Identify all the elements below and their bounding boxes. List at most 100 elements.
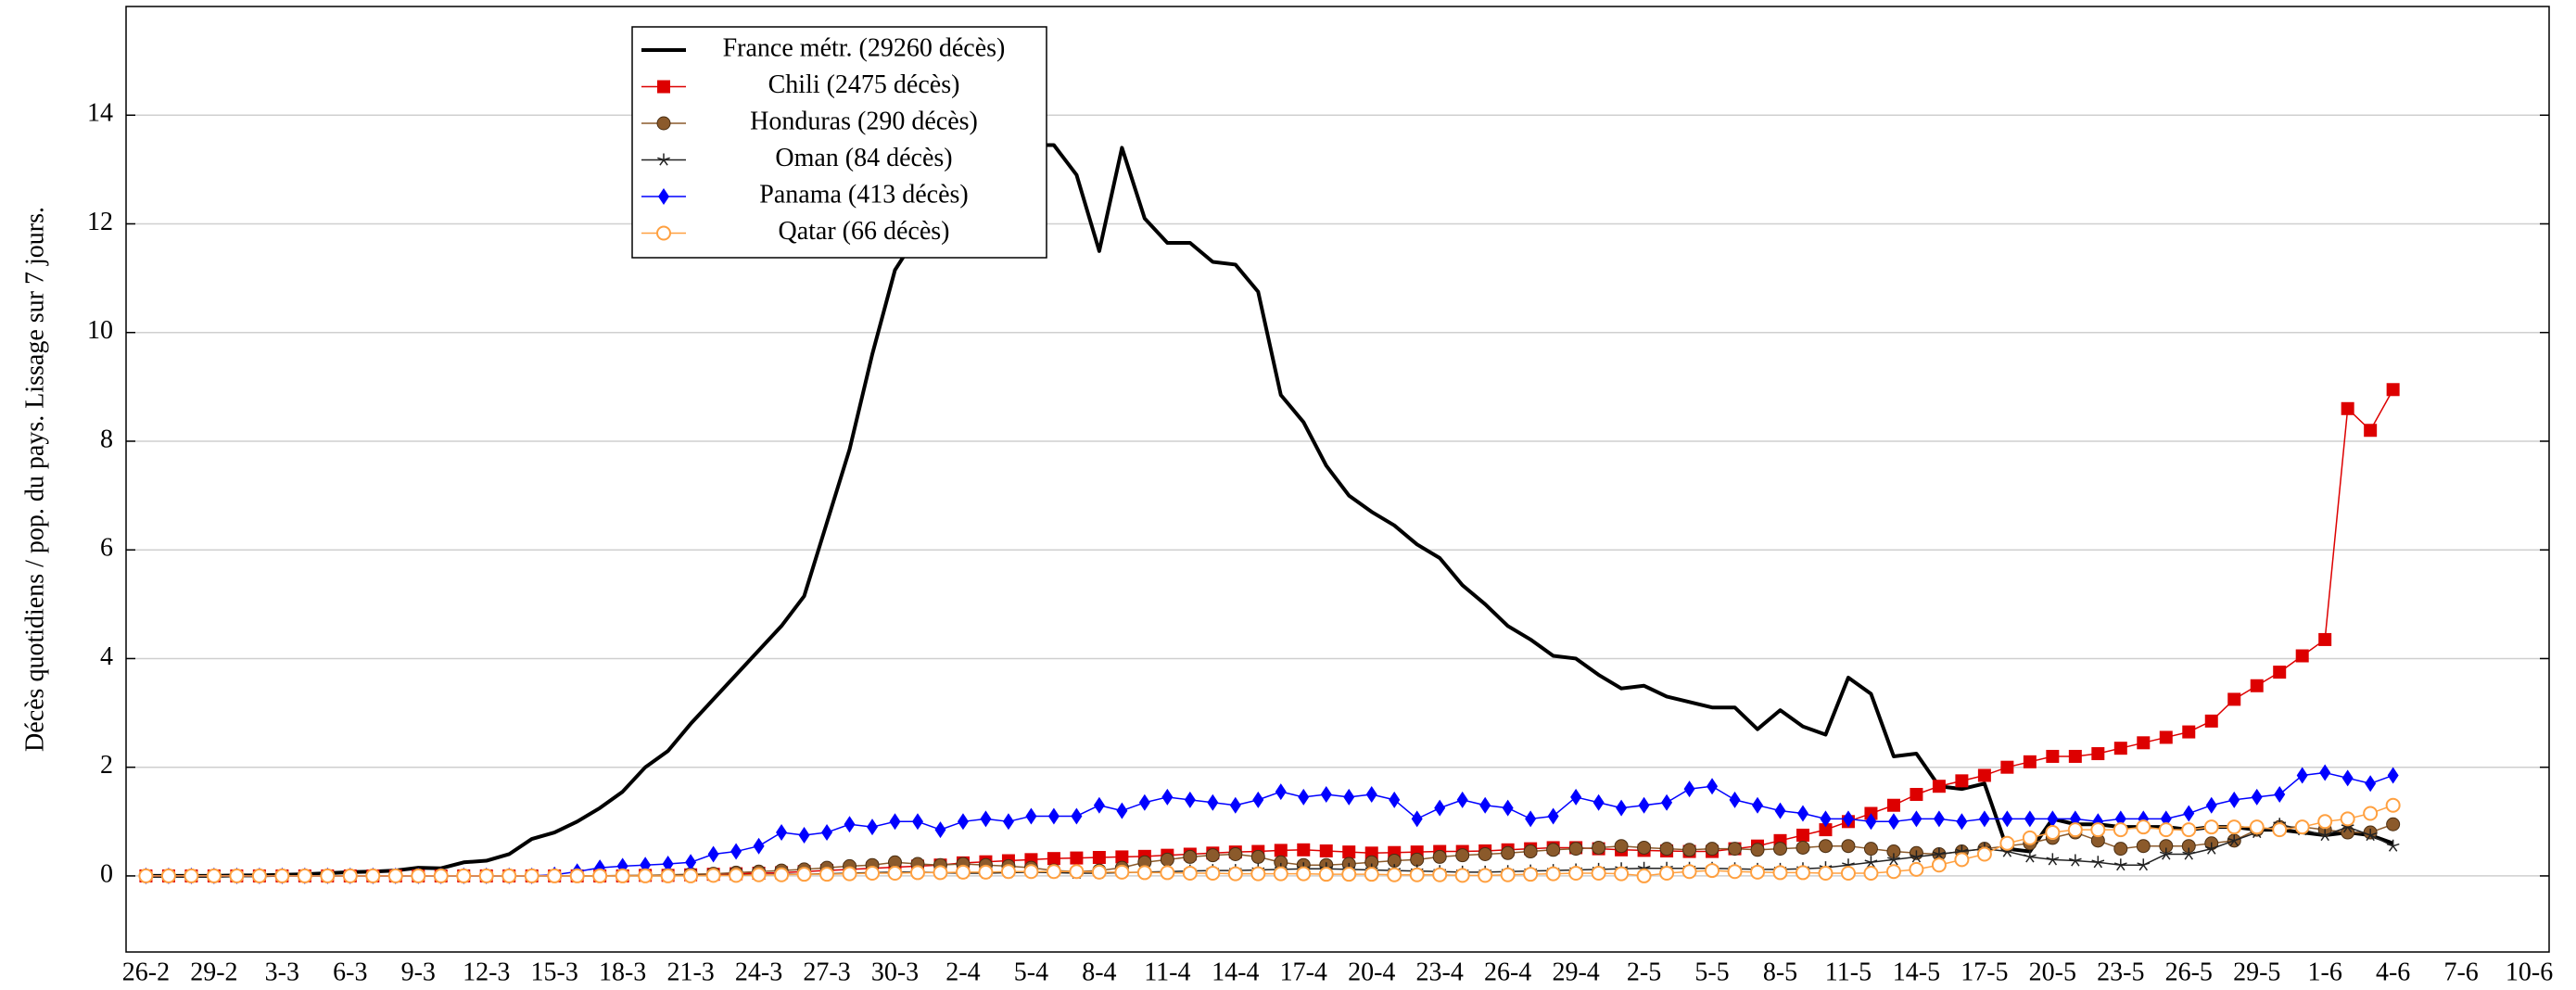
x-tick-label: 7-6 xyxy=(2443,958,2478,986)
marker xyxy=(365,868,381,883)
axes-frame xyxy=(125,6,2550,953)
marker xyxy=(2296,767,2308,784)
marker xyxy=(1729,791,1741,808)
marker xyxy=(1932,780,1946,793)
marker xyxy=(1115,850,1129,864)
marker xyxy=(1525,810,1537,828)
marker xyxy=(1976,846,1992,862)
marker xyxy=(844,816,856,833)
marker xyxy=(1296,866,1312,882)
marker xyxy=(2068,749,2082,763)
marker xyxy=(2023,755,2037,768)
marker xyxy=(1070,851,1084,865)
marker xyxy=(751,867,767,882)
x-tick-label: 2-5 xyxy=(1627,958,1661,986)
x-tick-label: 1-6 xyxy=(2308,958,2342,986)
marker xyxy=(1502,799,1514,817)
marker xyxy=(2385,797,2401,813)
x-tick-label: 29-2 xyxy=(190,958,237,986)
marker xyxy=(2159,847,2173,860)
marker xyxy=(1116,802,1128,819)
marker xyxy=(1931,857,1947,873)
marker xyxy=(1479,796,1491,814)
marker xyxy=(1682,843,1697,857)
marker xyxy=(1546,843,1561,857)
marker xyxy=(2227,692,2241,706)
marker xyxy=(1750,843,1765,857)
marker xyxy=(1091,864,1107,880)
marker xyxy=(1865,813,1877,831)
x-tick-label: 14-4 xyxy=(1212,958,1259,986)
marker xyxy=(774,867,790,882)
marker xyxy=(1160,852,1174,867)
x-tick-label: 29-4 xyxy=(1552,958,1599,986)
marker xyxy=(1568,866,1584,881)
x-tick-label: 21-3 xyxy=(666,958,714,986)
marker xyxy=(274,868,290,883)
series-line xyxy=(146,143,2394,878)
marker xyxy=(2386,839,2400,852)
marker xyxy=(1093,796,1105,814)
marker xyxy=(1772,865,1788,881)
marker xyxy=(2090,822,2106,838)
marker xyxy=(1523,867,1539,882)
marker xyxy=(1659,842,1674,857)
marker xyxy=(2001,810,2013,828)
x-tick-label: 11-4 xyxy=(1144,958,1190,986)
marker xyxy=(2317,814,2333,830)
marker xyxy=(1910,850,1923,863)
marker xyxy=(2228,791,2240,808)
marker xyxy=(1500,867,1516,882)
marker xyxy=(1840,866,1856,881)
marker xyxy=(2249,819,2265,835)
marker xyxy=(592,868,608,883)
marker xyxy=(662,856,674,873)
marker xyxy=(615,868,630,883)
marker xyxy=(753,837,765,855)
marker xyxy=(1182,866,1198,881)
marker xyxy=(1638,796,1650,814)
marker xyxy=(1411,810,1423,828)
marker xyxy=(387,868,403,883)
marker xyxy=(2203,819,2219,835)
marker xyxy=(2067,822,2083,838)
marker xyxy=(2113,742,2127,755)
legend-label: Panama (413 décès) xyxy=(759,180,968,209)
marker xyxy=(685,854,697,871)
marker xyxy=(1818,839,1833,854)
marker xyxy=(433,868,449,883)
marker xyxy=(1683,781,1695,798)
marker xyxy=(1228,846,1243,861)
x-tick-label: 17-4 xyxy=(1280,958,1327,986)
marker xyxy=(547,868,563,883)
marker xyxy=(1616,799,1628,817)
marker xyxy=(1774,802,1786,819)
marker xyxy=(2068,854,2082,867)
marker xyxy=(2227,833,2241,846)
marker xyxy=(1728,842,1743,857)
series xyxy=(138,797,2401,883)
marker xyxy=(1250,866,1266,882)
marker xyxy=(656,225,671,241)
marker xyxy=(2158,822,2174,838)
marker xyxy=(1795,865,1810,881)
marker xyxy=(2047,810,2059,828)
marker xyxy=(1863,866,1879,881)
marker xyxy=(865,866,881,881)
y-tick-label: 4 xyxy=(100,642,113,671)
marker xyxy=(1387,867,1402,882)
marker xyxy=(798,826,810,844)
marker xyxy=(2045,825,2061,841)
marker xyxy=(2272,822,2288,838)
x-tick-label: 4-6 xyxy=(2376,958,2410,986)
x-tick-label: 15-3 xyxy=(531,958,578,986)
marker xyxy=(887,866,903,881)
marker xyxy=(933,865,948,881)
marker xyxy=(656,116,671,131)
marker xyxy=(683,868,699,883)
marker xyxy=(2251,788,2263,806)
marker xyxy=(1956,813,1968,831)
marker xyxy=(660,868,676,883)
x-tick-label: 20-5 xyxy=(2029,958,2076,986)
marker xyxy=(980,810,992,828)
